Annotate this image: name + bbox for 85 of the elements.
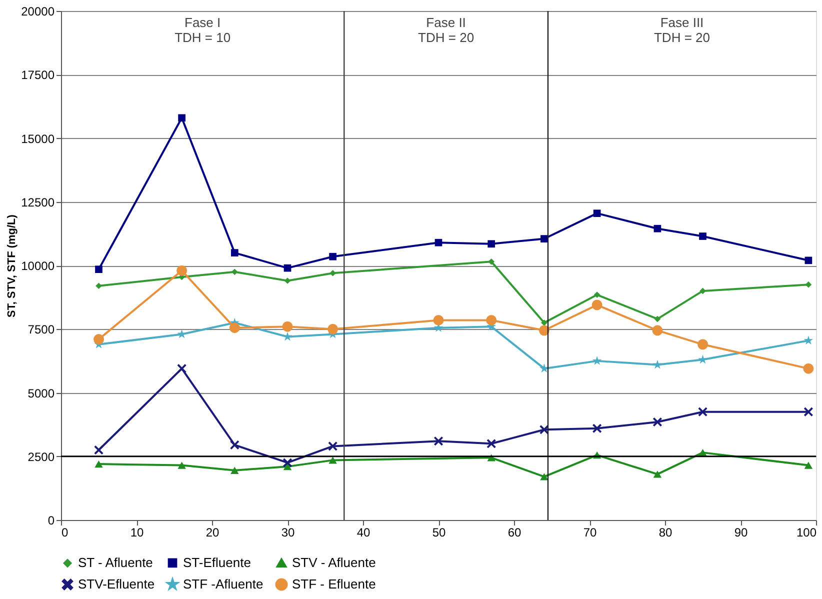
point bbox=[229, 322, 240, 334]
point bbox=[538, 325, 550, 336]
point bbox=[488, 258, 495, 265]
legend-label: ST - Afluente bbox=[78, 555, 153, 570]
annotation: Fase I TDH = 10 bbox=[174, 15, 231, 45]
y-tick-label: 12500 bbox=[21, 195, 55, 210]
point bbox=[330, 270, 336, 276]
point bbox=[804, 462, 813, 469]
point bbox=[594, 292, 600, 298]
point bbox=[230, 249, 238, 256]
y-tick-label: 20000 bbox=[21, 4, 55, 18]
point bbox=[592, 424, 602, 433]
legend-label: STV - Afluente bbox=[292, 554, 376, 570]
point bbox=[434, 436, 444, 446]
point bbox=[94, 460, 103, 468]
point bbox=[178, 114, 186, 122]
legend-label: ST-Efluente bbox=[183, 554, 251, 570]
x-tick-label: 20 bbox=[206, 526, 220, 540]
x-tick-label: 60 bbox=[508, 526, 522, 540]
point bbox=[592, 356, 602, 365]
point bbox=[94, 445, 104, 455]
point bbox=[434, 238, 442, 246]
point bbox=[329, 252, 336, 260]
point bbox=[282, 458, 292, 468]
x-tick-label: 70 bbox=[583, 526, 597, 540]
annotation: Fase II TDH = 20 bbox=[418, 15, 474, 45]
x-tick-label: 50 bbox=[432, 526, 446, 540]
point bbox=[230, 466, 239, 474]
y-tick-label: 7500 bbox=[28, 322, 55, 337]
point bbox=[540, 473, 548, 480]
point bbox=[540, 235, 548, 242]
point bbox=[282, 321, 293, 332]
point bbox=[803, 363, 814, 374]
point bbox=[94, 334, 104, 345]
y-tick-label: 2500 bbox=[28, 450, 55, 464]
point bbox=[328, 324, 338, 334]
x-tick-label: 80 bbox=[658, 526, 672, 540]
point bbox=[654, 316, 661, 322]
point bbox=[698, 407, 708, 416]
x-tick-label: 90 bbox=[734, 526, 748, 540]
point bbox=[699, 232, 706, 240]
point bbox=[231, 268, 238, 276]
point bbox=[804, 336, 814, 345]
legend-label: STF -Afluente bbox=[183, 576, 264, 592]
x-tick-label: 10 bbox=[130, 526, 144, 540]
y-axis-title: ST, STV, STF (mg/L) bbox=[6, 214, 18, 318]
point bbox=[176, 265, 188, 276]
point bbox=[541, 320, 548, 326]
point bbox=[95, 266, 102, 273]
point bbox=[328, 442, 338, 451]
y-tick-label: 17500 bbox=[21, 68, 55, 82]
x-tick-label: 100 bbox=[796, 526, 817, 540]
point bbox=[652, 325, 663, 336]
point bbox=[593, 210, 601, 217]
point bbox=[488, 240, 496, 248]
point bbox=[654, 224, 662, 232]
point bbox=[284, 278, 291, 284]
point bbox=[284, 264, 292, 272]
point bbox=[178, 462, 186, 469]
annotation: Fase III TDH = 20 bbox=[654, 15, 710, 45]
point bbox=[177, 364, 186, 374]
y-tick-label: 0 bbox=[48, 514, 55, 528]
point bbox=[804, 256, 812, 264]
legend-label: STV-Efluente bbox=[78, 576, 155, 592]
point bbox=[698, 339, 708, 350]
point bbox=[592, 300, 602, 310]
y-tick-label: 5000 bbox=[28, 386, 55, 400]
point bbox=[700, 288, 706, 294]
point bbox=[653, 470, 662, 478]
point bbox=[652, 360, 662, 369]
point bbox=[433, 314, 444, 326]
point bbox=[328, 456, 337, 464]
point bbox=[230, 440, 240, 450]
y-tick-label: 10000 bbox=[21, 259, 55, 273]
legend-label: STF - Efluente bbox=[292, 576, 376, 592]
x-tick-label: 30 bbox=[281, 526, 295, 540]
point bbox=[486, 439, 496, 448]
x-tick-label: 40 bbox=[356, 526, 370, 540]
point bbox=[804, 407, 813, 416]
x-tick-label: 0 bbox=[62, 526, 68, 540]
point bbox=[486, 314, 497, 326]
y-tick-label: 15000 bbox=[21, 132, 55, 146]
point bbox=[805, 281, 812, 288]
point bbox=[652, 417, 662, 427]
point bbox=[96, 282, 102, 290]
